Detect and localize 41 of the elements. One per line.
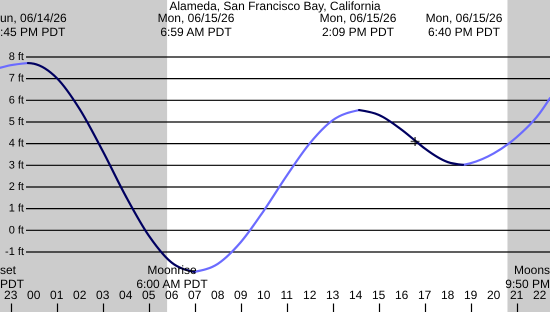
- annotation: Mon, 06/15/26 6:40 PM PDT: [426, 11, 503, 39]
- x-tick-label: 11: [280, 288, 294, 302]
- x-tick-label: 18: [440, 288, 455, 302]
- y-tick-label: 8 ft: [8, 50, 24, 63]
- x-tick-label: 10: [257, 288, 271, 302]
- x-tick-label: 13: [326, 288, 340, 302]
- y-tick-label: -1 ft: [5, 246, 24, 258]
- x-tick-label: 22: [532, 288, 547, 302]
- x-tick-label: 08: [211, 288, 225, 302]
- x-tick-label: 04: [119, 288, 133, 302]
- y-tick-label: 0 ft: [8, 224, 24, 236]
- x-tick-label: 05: [142, 288, 156, 302]
- x-tick-label: 01: [50, 288, 64, 302]
- y-tick-label: 7 ft: [8, 72, 24, 85]
- x-tick-label: 15: [372, 288, 386, 302]
- x-tick-label: 17: [418, 288, 432, 302]
- y-tick-label: 6 ft: [8, 94, 24, 106]
- x-tick-label: 21: [510, 288, 524, 302]
- y-tick-label: 4 ft: [8, 138, 24, 150]
- y-tick-label: 1 ft: [8, 202, 24, 215]
- annotation: set PDT: [0, 263, 25, 291]
- x-tick-label: 03: [96, 288, 110, 302]
- annotation: Moons 9:50 PM: [505, 263, 550, 291]
- x-tick-label: 12: [303, 288, 317, 302]
- x-tick-label: 07: [188, 288, 202, 302]
- x-tick-label: 23: [4, 288, 18, 302]
- annotation: un, 06/14/26 :45 PM PDT: [0, 11, 68, 39]
- y-tick-label: 2 ft: [8, 180, 24, 193]
- y-tick-label: 3 ft: [8, 159, 24, 172]
- y-tick-label: 5 ft: [8, 116, 24, 128]
- x-tick-label: 14: [349, 288, 363, 302]
- x-tick-label: 06: [165, 288, 179, 302]
- x-tick-label: 00: [27, 288, 41, 302]
- x-tick-label: 20: [486, 288, 501, 302]
- x-tick-label: 02: [73, 288, 87, 302]
- annotation: Mon, 06/15/26 2:09 PM PDT: [320, 11, 397, 39]
- x-tick-label: 19: [464, 288, 478, 302]
- chart-title: Alameda, San Francisco Bay, California: [169, 0, 381, 13]
- x-tick-label: 09: [234, 288, 248, 302]
- x-tick-label: 16: [394, 288, 409, 302]
- annotation: Mon, 06/15/26 6:59 AM PDT: [158, 11, 235, 39]
